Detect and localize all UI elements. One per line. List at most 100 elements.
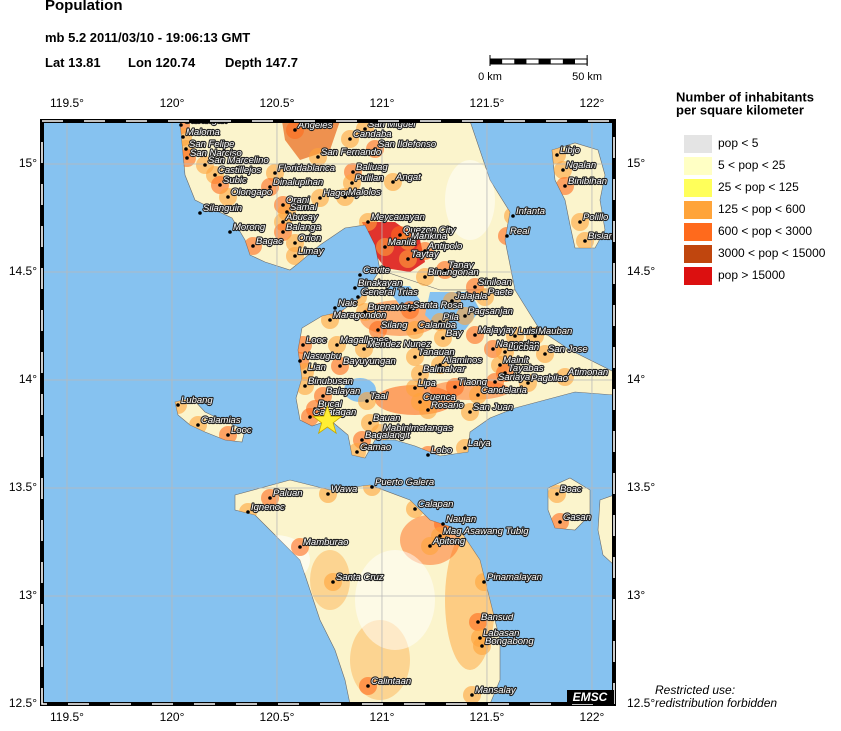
x-tick-label: 119.5°: [50, 96, 84, 110]
x-tick-label: 121°: [370, 710, 395, 724]
town-label: San Narciso: [190, 148, 242, 159]
legend-label: pop > 15000: [718, 268, 785, 282]
town-dot: [203, 163, 207, 167]
town-dot: [468, 410, 472, 414]
scale-label: 50 km: [572, 71, 602, 83]
town-label: Polillo: [583, 212, 608, 223]
town-label: Nagcarlan: [496, 339, 539, 350]
town-dot: [555, 492, 559, 496]
town-dot: [343, 195, 347, 199]
logo: EMSC: [573, 690, 608, 704]
town-label: Quezon City: [403, 225, 457, 236]
town-label: Silanguin: [203, 203, 242, 214]
town-dot: [363, 127, 367, 131]
legend-swatch: [684, 179, 712, 197]
town-dot: [353, 286, 357, 290]
town-dot: [473, 285, 477, 289]
town-label: Bansud: [481, 612, 514, 623]
town-label: Tanauan: [418, 347, 455, 358]
town-label: Angat: [395, 172, 421, 183]
town-label: Mansalay: [475, 685, 517, 696]
town-dot: [511, 214, 515, 218]
town-dot: [298, 359, 302, 363]
x-tick-label: 121.5°: [470, 96, 505, 110]
town-label: Looc: [306, 335, 327, 346]
town-label: Mendez Nunez: [367, 339, 431, 350]
town-label: Puerto Galera: [375, 477, 434, 488]
x-tick-label: 119.5°: [50, 710, 84, 724]
x-tick-label: 120.5°: [260, 96, 295, 110]
town-dot: [428, 544, 432, 548]
town-label: Balanga: [286, 222, 321, 233]
town-label: Mag Asawang Tubig: [443, 526, 529, 537]
town-label: Binibihan: [568, 176, 607, 187]
logo-box: [567, 690, 614, 704]
town-dot: [563, 184, 567, 188]
y-tick-label: 13°: [19, 588, 37, 602]
town-dot: [281, 220, 285, 224]
town-label: Calamias: [201, 415, 241, 426]
town-label: Majayjay: [478, 325, 517, 336]
town-label: Buenavista: [368, 302, 415, 313]
town-label: Mauban: [538, 326, 572, 337]
town-label: Pila: [443, 312, 459, 323]
town-dot: [181, 135, 185, 139]
town-dot: [478, 636, 482, 640]
town-dot: [316, 155, 320, 159]
town-dot: [176, 403, 180, 407]
town-label: San Fernando: [321, 147, 381, 158]
town-label: Lobo: [431, 445, 452, 456]
town-label: Baliuag: [356, 162, 388, 173]
town-label: Santa Cruz: [336, 572, 384, 583]
town-dot: [426, 453, 430, 457]
footer-note: redistribution forbidden: [655, 696, 777, 710]
town-label: Balmalvar: [423, 364, 466, 375]
town-dot: [513, 334, 517, 338]
town-dot: [298, 545, 302, 549]
epicenter-lon: Lon 120.74: [128, 55, 196, 70]
town-dot: [406, 257, 410, 261]
town-label: Olongapo: [231, 187, 272, 198]
town-label: Calapan: [418, 499, 453, 510]
depth: Depth 147.7: [225, 55, 298, 70]
town-dot: [184, 147, 188, 151]
town-label: Taytay: [411, 249, 440, 260]
town-dot: [406, 239, 410, 243]
town-label: Cuenca: [423, 392, 456, 403]
town-label: Hagonoy: [323, 188, 362, 199]
town-dot: [383, 245, 387, 249]
y-tick-label: 12.5°: [627, 696, 655, 710]
x-tick-label: 122°: [580, 710, 605, 724]
town-label: Cavite: [363, 265, 390, 276]
town-dot: [563, 375, 567, 379]
town-label: Tiaong: [458, 377, 488, 388]
footer-note: Restricted use:: [655, 683, 735, 697]
town-dot: [338, 364, 342, 368]
town-dot: [213, 173, 217, 177]
town-label: Bay: [446, 328, 464, 339]
town-dot: [450, 299, 454, 303]
scale-bar-segment: [514, 59, 527, 64]
town-label: Looc: [231, 425, 252, 436]
town-dot: [268, 185, 272, 189]
town-dot: [418, 372, 422, 376]
legend-label: pop < 5: [718, 136, 759, 150]
town-label: Lucban: [508, 342, 539, 353]
town-label: Ignenoc: [251, 502, 285, 513]
town-label: Samal: [290, 202, 318, 213]
town-dot: [198, 211, 202, 215]
town-dot: [293, 254, 297, 258]
town-label: Bagalangit: [365, 430, 410, 441]
y-tick-label: 14°: [19, 372, 37, 386]
legend-swatch: [684, 157, 712, 175]
town-label: San Jose: [548, 344, 588, 355]
town-label: Bislang: [588, 231, 620, 242]
map-frame-dashes: [41, 120, 615, 705]
town-dot: [438, 320, 442, 324]
town-dot: [366, 220, 370, 224]
map-title: Population: [45, 0, 123, 14]
town-dot: [423, 275, 427, 279]
town-label: Alaminos: [442, 355, 482, 366]
